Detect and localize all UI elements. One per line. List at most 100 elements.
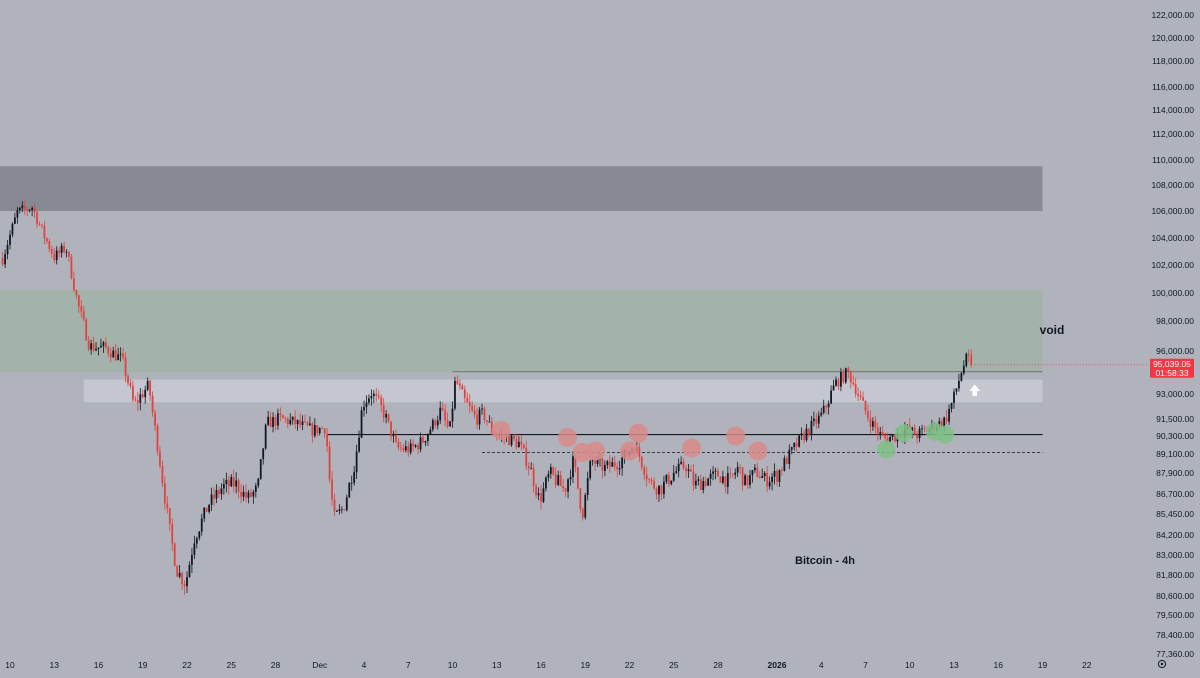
candle-body (559, 475, 562, 487)
candle (181, 571, 183, 590)
x-tick-label: 16 (536, 660, 546, 670)
candle-body (205, 507, 208, 512)
candle-body (250, 492, 252, 497)
candle-body (476, 414, 478, 425)
candle (18, 207, 21, 214)
candle (73, 271, 75, 292)
candle-body (397, 441, 400, 448)
touch-marker-red (681, 438, 701, 458)
candle-body (301, 421, 304, 425)
y-tick-label: 85,450.00 (1156, 509, 1194, 519)
candle-body (63, 245, 65, 253)
candle (333, 493, 336, 517)
candle (557, 470, 560, 487)
candle (476, 407, 478, 430)
candle-body (589, 460, 592, 479)
candle-body (672, 472, 675, 481)
candle (729, 467, 732, 479)
touch-marker-red (620, 441, 639, 461)
x-tick-label: Dec (312, 660, 328, 670)
candle-body (309, 423, 311, 426)
candle-body (41, 224, 43, 226)
candle (48, 238, 51, 253)
candle (564, 487, 567, 497)
candle (323, 427, 326, 439)
candle-body (785, 458, 788, 464)
candle (168, 507, 171, 531)
candle (530, 462, 533, 470)
candle (923, 425, 926, 433)
candle (451, 401, 454, 428)
candle-body (881, 432, 884, 436)
candle (805, 424, 808, 443)
candle-body (717, 470, 719, 477)
candle (124, 352, 127, 383)
candle-body (790, 447, 793, 450)
candle (304, 414, 306, 424)
candle-body (407, 446, 410, 453)
candle-body (58, 250, 61, 253)
candle (109, 347, 112, 363)
candle (198, 530, 201, 541)
candle-body (756, 467, 759, 477)
candle (812, 411, 815, 427)
arrow-up-icon (969, 384, 981, 396)
candle-body (183, 584, 186, 587)
candle-body (65, 251, 68, 253)
candle-body (776, 471, 778, 482)
x-tick-label: 19 (1038, 660, 1048, 670)
candle (542, 482, 545, 503)
candle (832, 379, 835, 391)
candle (277, 408, 279, 430)
candle (857, 387, 860, 401)
candle-body (350, 482, 353, 484)
candle-body (554, 474, 557, 485)
candle (161, 460, 164, 487)
candle-body (313, 425, 316, 436)
candle-body (390, 421, 392, 437)
candle-body (604, 464, 606, 471)
candle (193, 535, 196, 560)
y-tick-label: 96,000.00 (1156, 346, 1194, 356)
candle (200, 513, 203, 536)
candle (173, 542, 176, 567)
candle (11, 222, 14, 238)
candle-body (665, 474, 668, 482)
candle-body (87, 340, 90, 350)
x-tick-label: 7 (863, 660, 868, 670)
candle-body (857, 393, 860, 396)
x-tick-label: 16 (994, 660, 1004, 670)
x-tick-label: 19 (581, 660, 591, 670)
candle (284, 416, 287, 423)
candle (547, 470, 550, 482)
candle-body (28, 209, 31, 211)
settings-icon[interactable] (1157, 659, 1167, 669)
candle-body (562, 486, 565, 489)
candle (144, 385, 147, 404)
y-tick-label: 104,000.00 (1151, 233, 1194, 243)
candle-body (429, 429, 432, 434)
candle-body (95, 348, 97, 351)
y-tick-label: 81,800.00 (1156, 570, 1194, 580)
candle-body (161, 465, 164, 484)
candle (889, 433, 891, 443)
y-tick-label: 79,500.00 (1156, 610, 1194, 620)
candle (466, 392, 469, 403)
candle-body (596, 459, 599, 465)
candle (945, 409, 948, 425)
candle-body (222, 484, 225, 489)
candle-body (552, 467, 555, 475)
candle (225, 472, 228, 493)
candle (768, 476, 771, 490)
candle (677, 458, 680, 478)
candle (186, 571, 188, 594)
candle (867, 405, 869, 422)
candle (746, 475, 749, 489)
candle (569, 469, 572, 486)
candle-body (404, 446, 407, 451)
candle-body (773, 471, 776, 477)
candle (707, 477, 710, 486)
candle-body (761, 476, 764, 478)
candle-body (778, 470, 781, 482)
candle (210, 487, 213, 511)
